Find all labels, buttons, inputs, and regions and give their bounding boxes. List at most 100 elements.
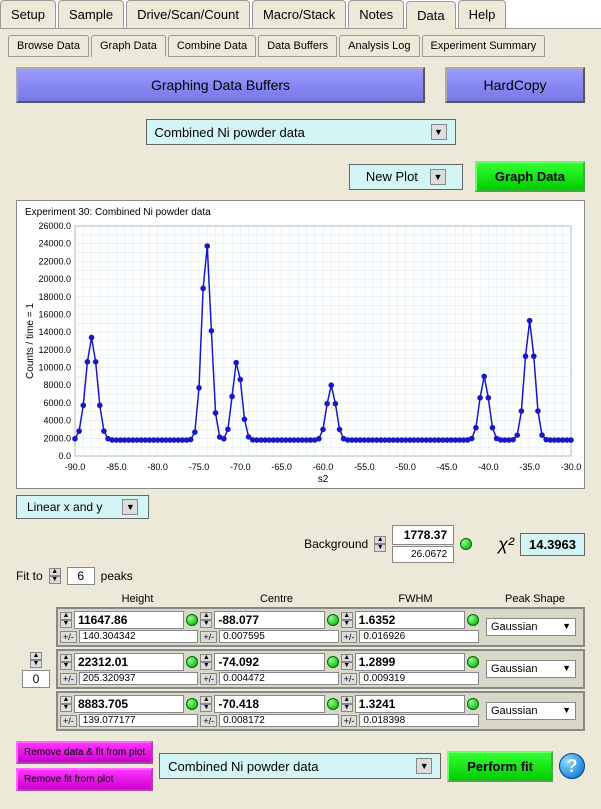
- peak-shape-dropdown[interactable]: Gaussian▼: [486, 660, 576, 678]
- svg-text:12000.0: 12000.0: [38, 345, 71, 355]
- peak-index-spinner[interactable]: ▲▼: [30, 652, 42, 668]
- height-value[interactable]: 8883.705: [74, 695, 184, 713]
- pm-button[interactable]: +/-: [60, 673, 77, 685]
- svg-text:6000.0: 6000.0: [43, 398, 71, 408]
- svg-text:-45.0: -45.0: [437, 462, 458, 472]
- graphing-buffers-button[interactable]: Graphing Data Buffers: [16, 67, 425, 103]
- remove-fit-button[interactable]: Remove fit from plot: [16, 768, 153, 791]
- fwhm-spinner[interactable]: ▲▼: [341, 696, 353, 712]
- fwhm-error: 0.009319: [359, 672, 479, 685]
- height-value[interactable]: 11647.86: [74, 611, 184, 629]
- led-icon: [186, 614, 198, 626]
- led-icon: [186, 698, 198, 710]
- main-tab-setup[interactable]: Setup: [0, 0, 56, 28]
- fwhm-value[interactable]: 1.6352: [355, 611, 465, 629]
- peak-row: ▲▼8883.705+/-139.077177▲▼-70.418+/-0.008…: [56, 691, 585, 731]
- fwhm-value[interactable]: 1.3241: [355, 695, 465, 713]
- svg-text:s2: s2: [318, 474, 329, 484]
- svg-text:-55.0: -55.0: [354, 462, 375, 472]
- svg-text:0.0: 0.0: [58, 451, 71, 461]
- svg-text:-40.0: -40.0: [478, 462, 499, 472]
- svg-text:-35.0: -35.0: [519, 462, 540, 472]
- fwhm-value[interactable]: 1.2899: [355, 653, 465, 671]
- main-tab-sample[interactable]: Sample: [58, 0, 124, 28]
- chi2-label: χ²: [498, 534, 514, 555]
- fwhm-spinner[interactable]: ▲▼: [341, 612, 353, 628]
- background-error: 26.0672: [392, 546, 454, 563]
- led-icon: [467, 698, 479, 710]
- peak-shape-dropdown[interactable]: Gaussian▼: [486, 702, 576, 720]
- height-spinner[interactable]: ▲▼: [60, 654, 72, 670]
- col-shape: Peak Shape: [485, 593, 585, 605]
- pm-button[interactable]: +/-: [60, 631, 77, 643]
- svg-text:26000.0: 26000.0: [38, 221, 71, 231]
- peak-index-input[interactable]: 0: [22, 670, 50, 688]
- centre-spinner[interactable]: ▲▼: [200, 696, 212, 712]
- led-icon: [467, 614, 479, 626]
- background-value[interactable]: 1778.37: [392, 525, 454, 545]
- chevron-down-icon: ▼: [122, 499, 138, 515]
- height-spinner[interactable]: ▲▼: [60, 612, 72, 628]
- height-value[interactable]: 22312.01: [74, 653, 184, 671]
- main-tab-macro-stack[interactable]: Macro/Stack: [252, 0, 346, 28]
- perform-fit-button[interactable]: Perform fit: [447, 751, 553, 782]
- svg-text:-85.0: -85.0: [106, 462, 127, 472]
- main-tab-data[interactable]: Data: [406, 1, 455, 29]
- remove-data-fit-button[interactable]: Remove data & fit from plot: [16, 741, 153, 764]
- peak-row: ▲▼11647.86+/-140.304342▲▼-88.077+/-0.007…: [56, 607, 585, 647]
- height-spinner[interactable]: ▲▼: [60, 696, 72, 712]
- peak-row: ▲▼22312.01+/-205.320937▲▼-74.092+/-0.004…: [56, 649, 585, 689]
- svg-text:20000.0: 20000.0: [38, 274, 71, 284]
- col-height: Height: [68, 593, 207, 605]
- pm-button[interactable]: +/-: [200, 631, 217, 643]
- centre-value[interactable]: -74.092: [214, 653, 324, 671]
- centre-spinner[interactable]: ▲▼: [200, 654, 212, 670]
- bottom-data-dropdown[interactable]: Combined Ni powder data ▼: [159, 753, 441, 779]
- main-tab-notes[interactable]: Notes: [348, 0, 404, 28]
- background-spinner[interactable]: ▲▼: [374, 536, 386, 552]
- height-error: 205.320937: [79, 672, 199, 685]
- pm-button[interactable]: +/-: [341, 673, 358, 685]
- pm-button[interactable]: +/-: [341, 631, 358, 643]
- svg-text:14000.0: 14000.0: [38, 327, 71, 337]
- svg-text:-30.0: -30.0: [561, 462, 581, 472]
- plot-title: Experiment 30: Combined Ni powder data: [21, 205, 580, 220]
- axis-mode-dropdown[interactable]: Linear x and y ▼: [16, 495, 149, 519]
- fit-count-spinner[interactable]: ▲▼: [49, 568, 61, 584]
- centre-error: 0.004472: [219, 672, 339, 685]
- main-tab-help[interactable]: Help: [458, 0, 507, 28]
- centre-error: 0.007595: [219, 630, 339, 643]
- plot-area: Experiment 30: Combined Ni powder data -…: [16, 200, 585, 489]
- pm-button[interactable]: +/-: [341, 715, 358, 727]
- hardcopy-button[interactable]: HardCopy: [445, 67, 585, 103]
- xy-chart: -90.0-85.0-80.0-75.0-70.0-65.0-60.0-55.0…: [21, 220, 581, 484]
- chevron-down-icon: ▼: [431, 124, 447, 140]
- peak-shape-dropdown[interactable]: Gaussian▼: [486, 618, 576, 636]
- sub-tab-graph-data[interactable]: Graph Data: [91, 35, 166, 57]
- background-label: Background: [304, 537, 368, 551]
- help-icon[interactable]: ?: [559, 753, 585, 779]
- new-plot-dropdown[interactable]: New Plot ▼: [349, 164, 463, 190]
- data-selection-dropdown[interactable]: Combined Ni powder data ▼: [146, 119, 456, 145]
- sub-tab-combine-data[interactable]: Combine Data: [168, 35, 256, 57]
- centre-spinner[interactable]: ▲▼: [200, 612, 212, 628]
- col-fwhm: FWHM: [346, 593, 485, 605]
- sub-tab-browse-data[interactable]: Browse Data: [8, 35, 89, 57]
- sub-tab-experiment-summary[interactable]: Experiment Summary: [422, 35, 546, 57]
- pm-button[interactable]: +/-: [200, 673, 217, 685]
- background-led-icon: [460, 538, 472, 550]
- fwhm-error: 0.018398: [359, 714, 479, 727]
- centre-value[interactable]: -88.077: [214, 611, 324, 629]
- pm-button[interactable]: +/-: [200, 715, 217, 727]
- pm-button[interactable]: +/-: [60, 715, 77, 727]
- graph-data-button[interactable]: Graph Data: [475, 161, 585, 192]
- fit-count-input[interactable]: 6: [67, 567, 95, 585]
- sub-tab-analysis-log[interactable]: Analysis Log: [339, 35, 419, 57]
- svg-text:16000.0: 16000.0: [38, 309, 71, 319]
- svg-text:22000.0: 22000.0: [38, 256, 71, 266]
- centre-value[interactable]: -70.418: [214, 695, 324, 713]
- led-icon: [186, 656, 198, 668]
- fwhm-spinner[interactable]: ▲▼: [341, 654, 353, 670]
- sub-tab-data-buffers[interactable]: Data Buffers: [258, 35, 337, 57]
- main-tab-drive-scan-count[interactable]: Drive/Scan/Count: [126, 0, 250, 28]
